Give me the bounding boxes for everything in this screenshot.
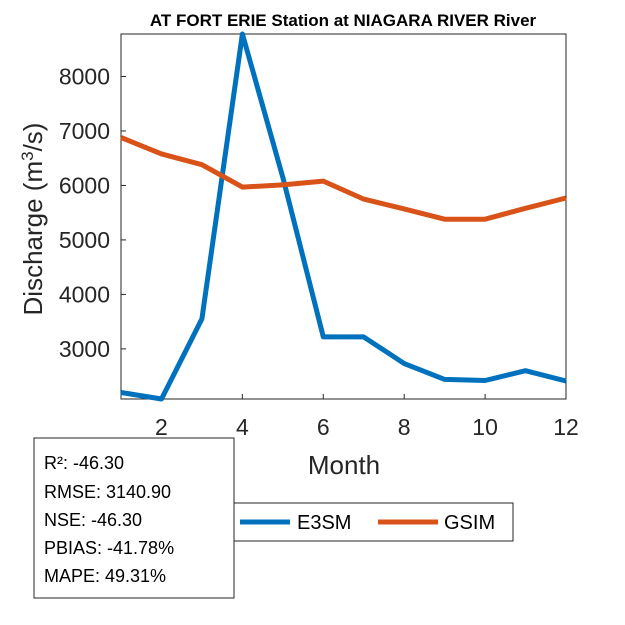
ticks: 2 4 6 8 10 12 3000 4000 5000 6000 7000 8000 xyxy=(59,63,579,440)
stats-rmse: RMSE: 3140.90 xyxy=(44,482,171,502)
stats-nse: NSE: -46.30 xyxy=(44,510,142,530)
stats-pbias: PBIAS: -41.78% xyxy=(44,538,174,558)
y-tick-label-6000: 6000 xyxy=(59,172,110,198)
stats-mape: MAPE: 49.31% xyxy=(44,566,166,586)
y-axis-label: Discharge (m3/s) xyxy=(18,123,49,316)
stats-r2: R²: -46.30 xyxy=(44,453,124,473)
y-tick-label-3000: 3000 xyxy=(59,336,110,362)
x-tick-label-6: 6 xyxy=(317,414,330,440)
legend-label-e3sm: E3SM xyxy=(297,512,351,534)
y-tick-label-4000: 4000 xyxy=(59,281,110,307)
y-tick-label-7000: 7000 xyxy=(59,118,110,144)
series-line-e3sm xyxy=(120,31,567,402)
x-tick-label-2: 2 xyxy=(155,414,168,440)
x-axis-label: Month xyxy=(308,450,380,480)
plot-area xyxy=(120,33,567,400)
series-lines xyxy=(120,31,567,402)
x-tick-label-12: 12 xyxy=(553,414,579,440)
series-line-gsim xyxy=(120,135,567,222)
chart-title: AT FORT ERIE Station at NIAGARA RIVER Ri… xyxy=(150,11,537,30)
x-tick-label-10: 10 xyxy=(472,414,498,440)
legend-label-gsim: GSIM xyxy=(444,512,495,534)
y-tick-label-8000: 8000 xyxy=(59,63,110,89)
stats-box: R²: -46.30 RMSE: 3140.90 NSE: -46.30 PBI… xyxy=(33,437,235,599)
legend: E3SM GSIM xyxy=(231,502,514,542)
y-tick-label-5000: 5000 xyxy=(59,227,110,253)
x-tick-label-8: 8 xyxy=(398,414,411,440)
x-tick-label-4: 4 xyxy=(236,414,249,440)
stats-box-frame xyxy=(33,437,235,599)
